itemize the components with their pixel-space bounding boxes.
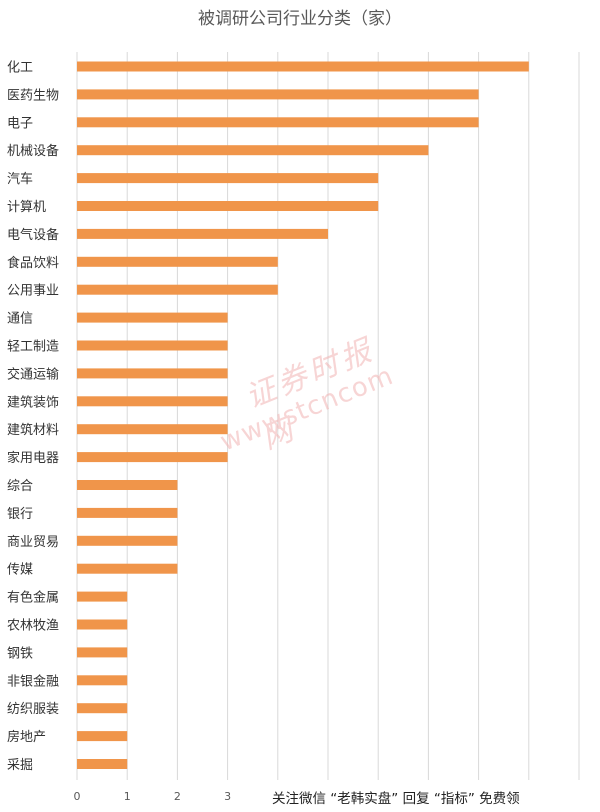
bar — [77, 480, 178, 490]
bars — [77, 61, 529, 769]
bar — [77, 312, 228, 323]
bar — [77, 256, 278, 267]
bar — [77, 507, 178, 518]
category-label: 房地产 — [7, 729, 46, 745]
category-label: 计算机 — [7, 200, 46, 215]
bar — [77, 368, 228, 379]
bar — [77, 619, 128, 630]
bar — [77, 145, 429, 156]
category-label: 非银金融 — [7, 673, 59, 689]
category-label: 机械设备 — [7, 143, 59, 159]
category-label: 化工 — [7, 61, 33, 76]
x-tick-label: 3 — [224, 790, 231, 803]
bar — [77, 61, 529, 72]
category-label: 公用事业 — [7, 284, 59, 299]
bar — [77, 173, 379, 184]
bar — [77, 452, 228, 463]
bar — [77, 117, 479, 128]
category-label: 电气设备 — [7, 227, 59, 243]
category-label: 传媒 — [7, 563, 33, 578]
bar — [77, 535, 178, 546]
category-label: 银行 — [7, 507, 33, 522]
bar — [77, 284, 278, 295]
bar — [77, 396, 228, 407]
category-label: 钢铁 — [7, 646, 33, 661]
category-label: 轻工制造 — [7, 340, 59, 355]
category-label: 农林牧渔 — [7, 619, 59, 634]
bar — [77, 647, 128, 658]
category-label: 电子 — [7, 116, 33, 131]
footer-banner: 关注微信 “老韩实盘” 回复 “指标” 免费领 — [272, 786, 600, 812]
category-label: 食品饮料 — [7, 255, 59, 271]
gridlines — [76, 52, 580, 780]
bar — [77, 731, 128, 742]
bar — [77, 759, 128, 769]
bar — [77, 591, 128, 602]
bar — [77, 340, 228, 351]
category-label: 汽车 — [7, 171, 33, 187]
category-label: 建筑装饰 — [7, 394, 59, 410]
category-label: 通信 — [7, 312, 33, 327]
bar — [77, 703, 128, 714]
bar — [77, 201, 379, 211]
category-label: 交通运输 — [7, 366, 59, 382]
bar — [77, 563, 178, 574]
x-tick-label: 1 — [124, 790, 131, 803]
chart-title: 被调研公司行业分类（家） — [198, 9, 402, 29]
bar — [77, 424, 228, 435]
category-label: 商业贸易 — [7, 535, 59, 550]
category-label: 有色金属 — [7, 590, 59, 606]
category-labels: 化工医药生物电子机械设备汽车计算机电气设备食品饮料公用事业通信轻工制造交通运输建… — [7, 61, 59, 774]
x-tick-label: 2 — [174, 790, 181, 803]
category-label: 建筑材料 — [7, 422, 59, 438]
category-label: 家用电器 — [7, 450, 59, 466]
bar — [77, 228, 328, 239]
category-label: 医药生物 — [7, 88, 59, 103]
bar — [77, 675, 128, 686]
bar — [77, 89, 479, 100]
category-label: 综合 — [7, 479, 33, 494]
x-tick-label: 0 — [74, 790, 81, 803]
category-label: 纺织服装 — [7, 702, 59, 717]
category-label: 采掘 — [7, 758, 33, 773]
